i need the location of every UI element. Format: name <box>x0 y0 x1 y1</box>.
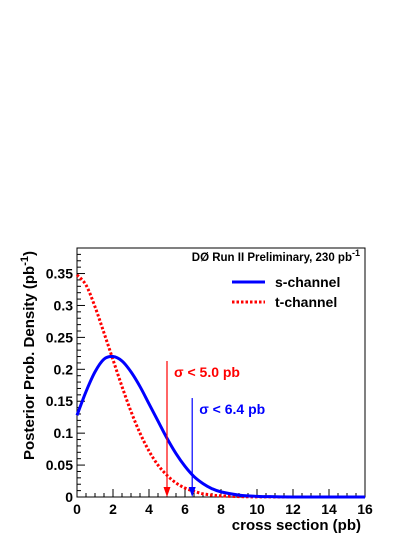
chart-title-superscript: -1 <box>352 248 360 258</box>
y-tick-label: 0 <box>65 489 73 505</box>
x-tick-label: 2 <box>109 501 117 517</box>
y-tick-label: 0.1 <box>54 425 74 441</box>
x-tick-label: 10 <box>249 501 265 517</box>
x-tick-label: 12 <box>285 501 301 517</box>
legend-label: s-channel <box>275 274 340 290</box>
limit-arrow-head <box>163 487 171 497</box>
y-tick-label: 0.15 <box>46 393 73 409</box>
y-tick-label: 0.25 <box>46 329 73 345</box>
y-axis-label: Posterior Prob. Density (pb-1) <box>19 251 38 460</box>
limit-annotation: σ < 5.0 pb <box>174 364 240 380</box>
chart-title: DØ Run II Preliminary, 230 pb-1 <box>192 248 360 264</box>
legend-label: t-channel <box>275 294 337 310</box>
limit-arrow-head <box>188 487 196 497</box>
x-tick-label: 8 <box>217 501 225 517</box>
x-tick-label: 16 <box>357 501 373 517</box>
y-tick-label: 0.35 <box>46 266 73 282</box>
y-axis-label-superscript: -1 <box>19 256 31 266</box>
y-tick-label: 0.3 <box>54 297 74 313</box>
series-line-s-channel <box>75 354 366 499</box>
y-tick-label: 0.05 <box>46 457 73 473</box>
x-axis-label: cross section (pb) <box>232 517 361 534</box>
x-tick-label: 0 <box>73 501 81 517</box>
limit-annotation: σ < 6.4 pb <box>199 401 265 417</box>
x-tick-label: 4 <box>145 501 153 517</box>
x-tick-label: 14 <box>321 501 337 517</box>
x-tick-label: 6 <box>181 501 189 517</box>
y-tick-label: 0.2 <box>54 361 74 377</box>
